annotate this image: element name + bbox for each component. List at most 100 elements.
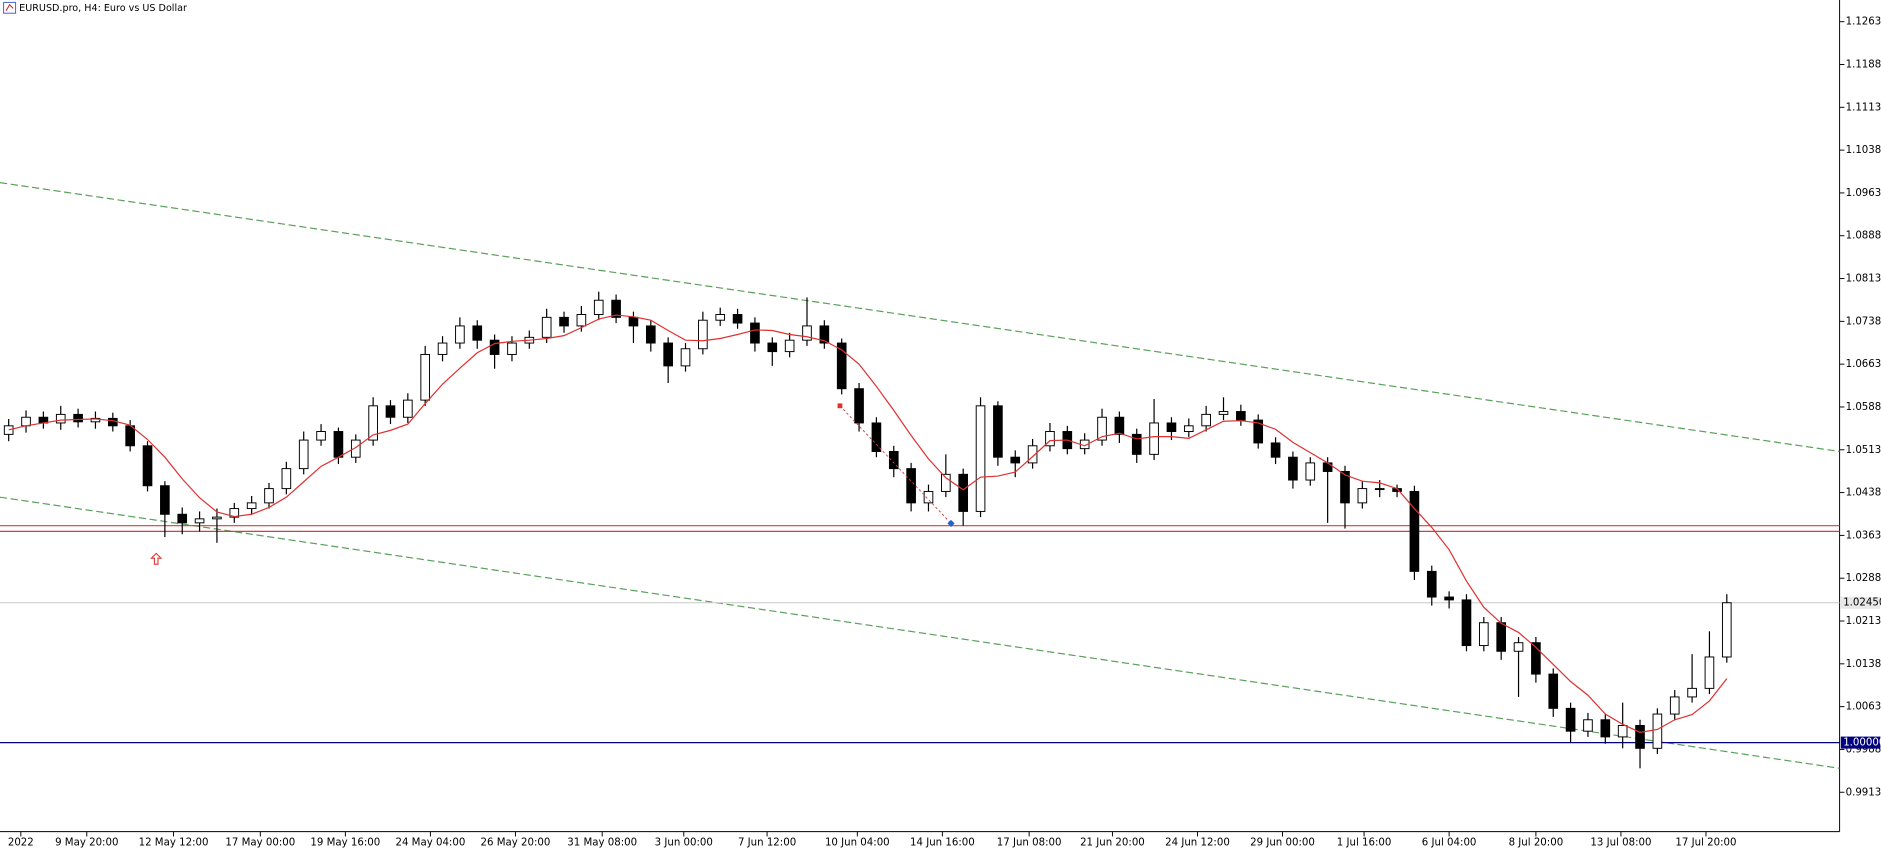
y-tick-label: 1.12630 xyxy=(1846,17,1881,28)
candle-body xyxy=(1374,488,1385,491)
candle-body xyxy=(1236,411,1246,421)
candle-body xyxy=(1513,642,1524,652)
x-tick-label: 8 Jul 20:00 xyxy=(1509,837,1564,848)
candle-body xyxy=(73,413,83,423)
y-tick-label: 1.05130 xyxy=(1846,445,1881,456)
candle-body xyxy=(1444,596,1454,601)
candle-body xyxy=(1305,462,1316,481)
y-tick-label: 1.07380 xyxy=(1846,316,1881,327)
y-tick-label: 1.02130 xyxy=(1846,616,1881,627)
candle-body xyxy=(698,319,708,350)
x-tick-label: 7 Jun 12:00 xyxy=(738,837,796,848)
trade-line xyxy=(839,405,952,524)
candle-body xyxy=(1704,656,1715,689)
candle-body xyxy=(160,485,170,515)
level-label: 1.00000 xyxy=(1843,738,1881,749)
candle-body xyxy=(836,342,847,390)
y-tick-label: 1.06630 xyxy=(1846,359,1881,370)
candle-body xyxy=(1201,413,1211,427)
candle-body xyxy=(576,314,587,327)
candle-body xyxy=(455,325,465,344)
candle-body xyxy=(1635,724,1645,749)
candle-body xyxy=(1114,416,1125,435)
candle-body xyxy=(1600,719,1611,738)
trend-line xyxy=(0,496,1840,769)
candle-body xyxy=(1409,490,1420,572)
candle-body xyxy=(1461,599,1472,647)
candle-body xyxy=(1479,622,1489,647)
candle-body xyxy=(21,416,31,427)
bid-label-box xyxy=(1840,596,1881,609)
trade-entry xyxy=(837,403,843,409)
candle-body xyxy=(1426,570,1437,598)
x-tick-label: 17 May 00:00 xyxy=(225,837,295,848)
moving-average xyxy=(8,314,1728,733)
level-label-box xyxy=(1840,736,1881,749)
candle-body xyxy=(1270,442,1281,458)
x-tick-label: 26 May 20:00 xyxy=(480,837,550,848)
candle-body xyxy=(645,325,656,344)
y-tick-label: 1.01380 xyxy=(1846,659,1881,670)
candle-body xyxy=(1149,422,1159,455)
y-tick-label: 1.03630 xyxy=(1846,530,1881,541)
candle-body xyxy=(489,339,500,355)
x-tick-label: 31 May 08:00 xyxy=(567,837,637,848)
candle-body xyxy=(993,405,1003,458)
candle-body xyxy=(1166,422,1177,432)
candle-body xyxy=(941,473,951,492)
x-tick-label: 19 May 16:00 xyxy=(310,837,380,848)
x-tick-label: 1 Jul 16:00 xyxy=(1337,837,1392,848)
candle-body xyxy=(246,502,257,510)
candle-body xyxy=(906,468,916,504)
candle-body xyxy=(784,339,795,353)
candle-body xyxy=(854,388,864,424)
candle-body xyxy=(1010,456,1021,464)
x-tick-label: 12 May 12:00 xyxy=(139,837,209,848)
candle-body xyxy=(958,473,969,512)
candle-body xyxy=(1652,713,1663,749)
y-tick-label: 1.10380 xyxy=(1846,145,1881,156)
candle-body xyxy=(1669,696,1680,715)
chart-title: EURUSD.pro, H4: Euro vs US Dollar xyxy=(19,3,187,14)
x-tick-label: 6 Jul 04:00 xyxy=(1422,837,1477,848)
candle-body xyxy=(611,299,621,318)
candle-body xyxy=(1253,419,1264,444)
candle-body xyxy=(298,439,309,470)
candle-body xyxy=(923,490,934,504)
candle-body xyxy=(888,451,899,470)
candle-body xyxy=(593,299,604,315)
x-tick-label: 17 Jul 20:00 xyxy=(1675,837,1736,848)
y-tick-label: 1.02880 xyxy=(1846,573,1881,584)
y-tick-label: 0.99130 xyxy=(1846,787,1881,798)
candle-body xyxy=(281,468,292,490)
y-tick-label: 1.04380 xyxy=(1846,488,1881,499)
candle-body xyxy=(177,513,188,524)
candle-body xyxy=(1565,707,1576,732)
candle-body xyxy=(55,413,66,424)
candle-body xyxy=(1045,431,1055,447)
trend-line xyxy=(0,182,1840,453)
symbol-icon xyxy=(3,1,17,14)
candle-body xyxy=(368,405,378,441)
candle-body xyxy=(1340,470,1350,504)
candle-body xyxy=(142,445,153,487)
candle-body xyxy=(732,314,743,324)
y-tick-label: 1.08130 xyxy=(1846,274,1881,285)
candle-body xyxy=(1357,488,1368,504)
x-tick-label: 10 Jun 04:00 xyxy=(825,837,890,848)
candle-body xyxy=(333,431,344,458)
x-tick-label: 14 Jun 16:00 xyxy=(910,837,975,848)
candle-body xyxy=(1131,433,1142,455)
candle-body xyxy=(194,518,205,524)
candle-body xyxy=(750,322,760,344)
x-tick-label: 29 Jun 00:00 xyxy=(1250,837,1315,848)
candle-body xyxy=(107,417,118,427)
x-tick-label: 9 May 20:00 xyxy=(55,837,118,848)
candle-body xyxy=(437,342,448,355)
candle-body xyxy=(1218,411,1229,415)
candle-body xyxy=(385,405,396,418)
candle-body xyxy=(663,342,673,367)
candle-body xyxy=(871,422,882,452)
candle-body xyxy=(1531,642,1541,675)
